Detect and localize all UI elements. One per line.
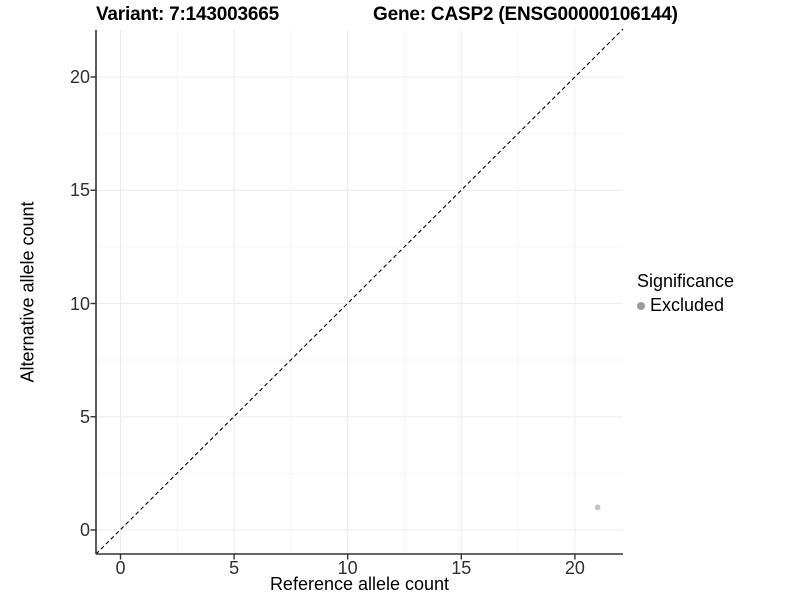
legend-item-label: Excluded — [650, 295, 725, 315]
plot-title-gene: Gene: CASP2 (ENSG00000106144) — [373, 4, 678, 25]
x-tick-label: 5 — [229, 558, 240, 578]
y-tick-label: 15 — [69, 180, 90, 201]
x-tick-label: 0 — [115, 558, 126, 578]
legend-item-excluded: Excluded — [637, 295, 734, 316]
x-axis-title: Reference allele count — [269, 574, 450, 594]
legend: Significance Excluded — [637, 271, 734, 316]
plot-title-variant: Variant: 7:143003665 — [96, 4, 279, 25]
y-tick-label: 20 — [69, 67, 90, 87]
excluded-point-icon — [637, 301, 645, 310]
data-point-excluded — [594, 504, 601, 511]
legend-title: Significance — [637, 271, 735, 291]
x-tick-label: 10 — [337, 558, 358, 578]
x-tick-label: 20 — [564, 558, 585, 578]
y-tick-label: 0 — [79, 520, 90, 540]
y-tick-label: 10 — [69, 293, 90, 314]
x-tick-label: 15 — [451, 558, 472, 578]
y-tick-label: 5 — [79, 406, 90, 427]
identity-dashed-line — [95, 28, 624, 555]
y-axis-title: Alternative allele count — [17, 201, 38, 383]
